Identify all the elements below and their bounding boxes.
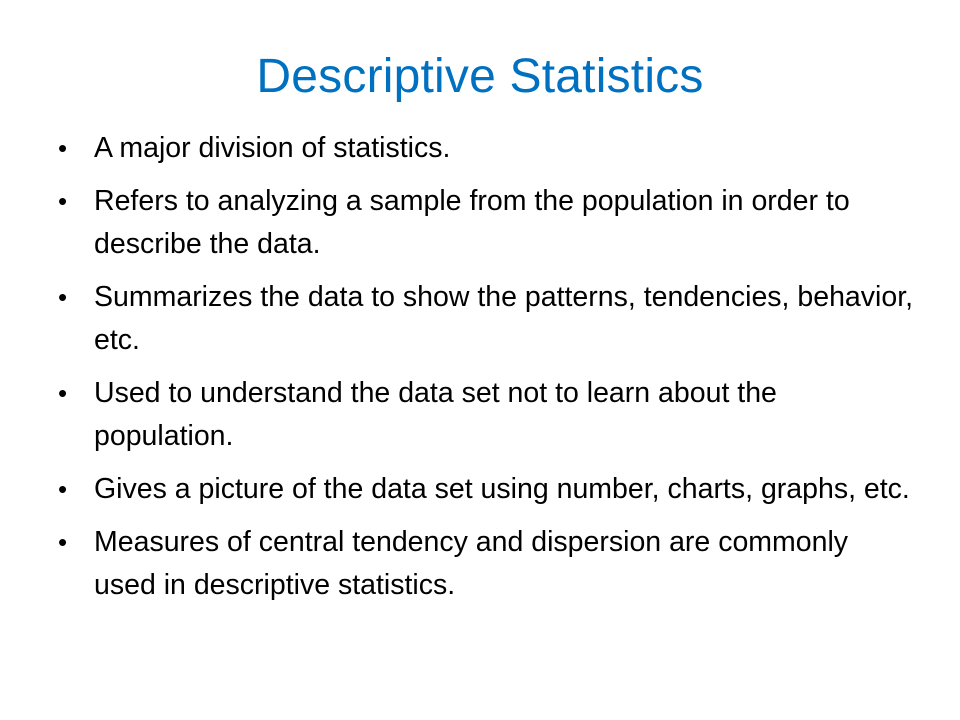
bullet-item: • Gives a picture of the data set using …: [56, 468, 916, 511]
bullet-list: • A major division of statistics. • Refe…: [56, 127, 916, 617]
bullet-item: • Refers to analyzing a sample from the …: [56, 180, 916, 266]
bullet-icon: •: [58, 282, 68, 312]
bullet-text: Refers to analyzing a sample from the po…: [94, 185, 850, 260]
bullet-item: • Used to understand the data set not to…: [56, 372, 916, 458]
bullet-icon: •: [58, 378, 68, 408]
bullet-text: Measures of central tendency and dispers…: [94, 526, 849, 601]
bullet-text: Summarizes the data to show the patterns…: [94, 281, 914, 356]
bullet-icon: •: [58, 133, 68, 163]
bullet-text: A major division of statistics.: [94, 132, 451, 164]
bullet-item: • Summarizes the data to show the patter…: [56, 276, 916, 362]
bullet-icon: •: [58, 527, 68, 557]
bullet-text: Gives a picture of the data set using nu…: [94, 473, 910, 505]
bullet-item: • Measures of central tendency and dispe…: [56, 521, 916, 607]
bullet-icon: •: [58, 186, 68, 216]
bullet-icon: •: [58, 474, 68, 504]
slide-title: Descriptive Statistics: [256, 50, 704, 103]
bullet-item: • A major division of statistics.: [56, 127, 916, 170]
bullet-text: Used to understand the data set not to l…: [94, 377, 777, 452]
